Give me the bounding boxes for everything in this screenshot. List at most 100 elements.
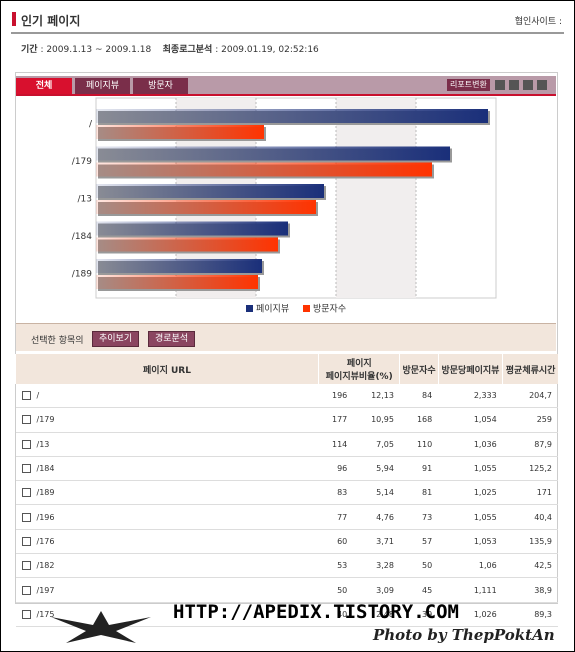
col-header: 페이지 URL (15, 354, 319, 384)
category-label: /189 (72, 270, 92, 280)
data-table: 페이지 URL 페이지 페이지뷰비율(%) 방문자수 방문당페이지뷰 평균체류시간… (15, 354, 558, 627)
table-cell: /197 (15, 577, 319, 603)
table-row: / 196 12,13 84 2,333 204,7 (15, 384, 558, 409)
cell-text: / (36, 391, 40, 401)
cell-text: 1,053 (473, 536, 497, 546)
checkbox[interactable] (21, 585, 31, 595)
cell-text: /196 (36, 512, 55, 522)
checkbox[interactable] (21, 391, 31, 401)
checkbox[interactable] (21, 536, 31, 546)
cell-text: 40 (337, 609, 348, 619)
cell-text: 204,7 (529, 391, 552, 401)
table-cell: 12,13 (353, 384, 400, 409)
checkbox[interactable] (21, 464, 31, 474)
cell-text: 1,111 (473, 585, 497, 595)
cell-text: /197 (36, 585, 55, 595)
bar (96, 109, 488, 123)
legend-swatch (303, 305, 310, 312)
cell-text: 91 (422, 464, 433, 474)
cell-text: 1,06 (478, 561, 497, 571)
cell-text: 1,055 (473, 464, 497, 474)
category-label: /179 (72, 157, 92, 167)
cell-text: 83 (337, 488, 348, 498)
cell-text: /176 (36, 536, 55, 546)
report-button[interactable]: 리포트변환 (447, 79, 490, 91)
table-cell: 171 (502, 480, 558, 506)
legend-label: 방문자수 (313, 304, 346, 315)
table-cell: 96 (318, 456, 354, 482)
cell-text: 114 (331, 439, 348, 449)
table-cell: /176 (15, 529, 319, 555)
cell-text: 39 (422, 609, 433, 619)
icons[interactable] (495, 80, 549, 90)
table-cell: 4,76 (353, 504, 400, 530)
table-cell: 1,06 (438, 553, 503, 579)
path-button[interactable]: 경로분석 (148, 331, 196, 347)
cell-text: 57 (422, 536, 433, 546)
checkbox[interactable] (21, 439, 31, 449)
cell-text: 196 (331, 391, 348, 401)
table-row: /197 50 3,09 45 1,111 38,9 (15, 577, 558, 603)
cell-text: /175 (36, 609, 55, 619)
table-cell: 1,054 (438, 407, 503, 433)
cell-text: 96 (337, 464, 348, 474)
legend-label: 페이지뷰 (256, 304, 289, 315)
cell-text: 168 (416, 415, 433, 425)
table-cell: 1,025 (438, 480, 503, 506)
table-cell: 1,055 (438, 504, 503, 530)
table-cell: 50 (399, 553, 439, 579)
table-cell: /179 (15, 407, 319, 433)
table-cell: 40,4 (502, 504, 558, 530)
cell-text: 1,054 (473, 415, 497, 425)
cell-text: 135,9 (529, 536, 552, 546)
col-header: 페이지 (346, 359, 372, 369)
tab[interactable]: 전체 (16, 78, 72, 94)
cell-text: 1,055 (473, 512, 497, 522)
table-cell: 60 (318, 529, 354, 555)
table-cell: / (15, 384, 319, 409)
table-cell: 57 (399, 529, 439, 555)
table-row: /176 60 3,71 57 1,053 135,9 (15, 529, 558, 555)
col-header: 방문당페이지뷰 (437, 354, 503, 384)
table-cell: 81 (399, 480, 439, 506)
cell-text: 171 (536, 488, 552, 498)
col-header: 방문자수 (399, 354, 439, 384)
table-cell: 135,9 (502, 529, 558, 555)
checkbox[interactable] (21, 512, 31, 522)
last-time: : 2009.01.19, 02:52:16 (215, 45, 319, 55)
table-row: /13 114 7,05 110 1,036 87,9 (15, 432, 558, 457)
checkbox[interactable] (21, 488, 31, 498)
trend-button[interactable]: 추이보기 (92, 331, 140, 347)
chart: / /179/13/184/189 페이지뷰 방문자수 (72, 97, 497, 315)
table-cell: 39 (399, 602, 439, 627)
bar (96, 162, 432, 177)
table-cell: /196 (15, 504, 319, 530)
cell-text: 3,09 (376, 585, 394, 595)
table-cell: 5,94 (353, 456, 400, 482)
col-header: 페이지 페이지뷰비율(%) (317, 354, 400, 384)
cell-text: 10,95 (371, 415, 394, 425)
period-label: 기간 (21, 45, 38, 55)
period-range: : 2009.1.13 ~ 2009.1.18 (40, 45, 152, 55)
table-cell: 1,055 (438, 456, 503, 482)
table-cell: 83 (318, 480, 354, 506)
cell-text: 40,4 (534, 512, 552, 522)
cell-text: 3,71 (376, 536, 394, 546)
cell-text: 4,76 (376, 512, 394, 522)
tab[interactable]: 방문자 (133, 78, 188, 94)
tab[interactable]: 페이지뷰 (75, 78, 130, 94)
tribal-logo (51, 611, 151, 643)
table-cell: /184 (15, 456, 319, 482)
checkbox[interactable] (21, 561, 31, 571)
table-cell: 3,09 (353, 577, 400, 603)
table-cell: 196 (318, 384, 354, 409)
watermark-url: HTTP://APEDIX.TISTORY.COM (173, 601, 459, 623)
plot-band (336, 98, 416, 298)
table-cell: 91 (399, 456, 439, 482)
checkbox[interactable] (21, 609, 31, 619)
checkbox[interactable] (21, 415, 31, 425)
category-label: /13 (78, 195, 92, 205)
table-cell: 7,05 (353, 432, 400, 457)
cell-text: 50 (337, 585, 348, 595)
cell-text: 12,13 (371, 391, 394, 401)
